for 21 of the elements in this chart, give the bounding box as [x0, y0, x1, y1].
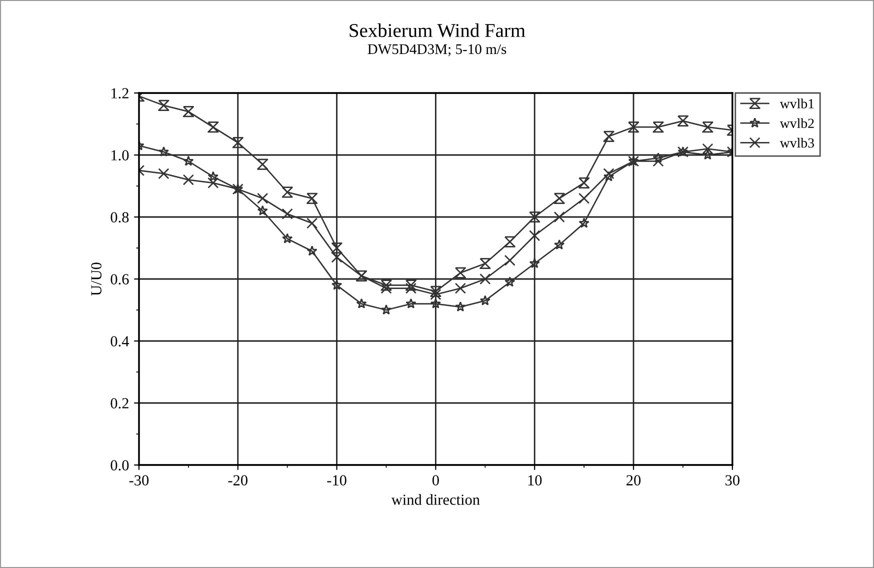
y-tick-label: 0.0 [110, 460, 129, 471]
x-axis-title: wind direction [391, 494, 480, 505]
y-tick-label: 0.6 [110, 274, 129, 285]
y-tick-label: 0.4 [110, 336, 130, 347]
x-tick-label: 30 [726, 475, 740, 486]
y-axis-title: U/U0 [91, 262, 102, 296]
x-tick-label: 20 [626, 475, 641, 486]
x-tick-label: -20 [228, 475, 248, 486]
y-tick-label: 1.0 [111, 150, 129, 161]
legend-label: wvlb3 [780, 138, 814, 148]
x-tick-label: 0 [432, 475, 439, 486]
x-tick-label: 10 [528, 475, 542, 486]
chart-title: Sexbierum Wind Farm [350, 23, 526, 38]
y-tick-label: 1.2 [111, 88, 128, 99]
y-tick-label: 0.8 [110, 212, 129, 223]
x-tick-label: -30 [129, 475, 149, 486]
legend-label: wvlb1 [780, 98, 814, 108]
legend-label: wvlb2 [780, 118, 814, 128]
y-tick-label: 0.2 [110, 398, 128, 409]
x-tick-label: -10 [327, 475, 346, 486]
chart-subtitle: DW5D4D3M; 5-10 m/s [368, 44, 506, 56]
